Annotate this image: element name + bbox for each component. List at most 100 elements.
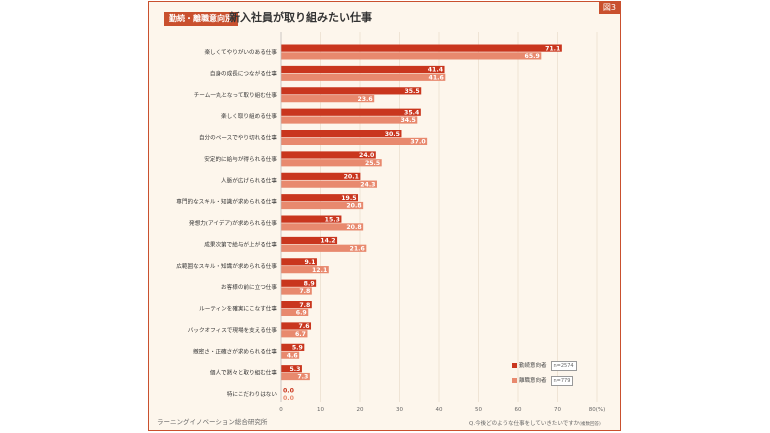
bar-leave xyxy=(281,351,300,359)
data-label-continue: 35.4 xyxy=(404,109,420,116)
bar-leave xyxy=(281,180,377,188)
bar-continue xyxy=(281,65,445,74)
data-label-leave: 21.6 xyxy=(350,245,365,252)
bar-continue xyxy=(281,108,421,116)
bar-leave xyxy=(281,330,308,338)
bar-leave xyxy=(281,308,309,316)
data-label-leave: 7.3 xyxy=(297,374,308,381)
bar-continue xyxy=(281,322,312,330)
bar-leave xyxy=(281,201,364,210)
x-tick-label: 80(%) xyxy=(589,407,606,413)
data-label-leave: 6.9 xyxy=(296,310,307,317)
bar-continue xyxy=(281,151,376,159)
chart-title: 新入社員が取り組みたい仕事 xyxy=(229,11,372,24)
data-label-continue: 5.9 xyxy=(292,345,303,352)
data-label-continue: 20.1 xyxy=(344,174,359,181)
category-label: 楽しくてやりがいのある仕事 xyxy=(204,48,277,56)
bar-leave xyxy=(281,159,382,167)
data-label-leave: 20.8 xyxy=(346,224,361,231)
bar-continue xyxy=(281,194,359,202)
data-label-leave: 20.8 xyxy=(346,203,361,210)
data-label-leave: 4.6 xyxy=(287,352,298,359)
data-label-continue: 5.3 xyxy=(289,366,300,373)
figure-badge: 図3 xyxy=(598,2,620,14)
data-label-leave: 34.5 xyxy=(400,117,415,124)
data-label-leave: 23.6 xyxy=(357,96,372,103)
bar-leave xyxy=(281,372,310,381)
x-tick-label: 30 xyxy=(396,407,403,413)
chart-card: 0 10 20 30 40 50 60 70 80(%) 楽しくてやりがいのある仕事 71.1 65.… xyxy=(148,1,621,431)
data-label-leave: 41.6 xyxy=(429,74,444,81)
legend-label-leave: 離職意向者 xyxy=(519,378,547,384)
bar-leave xyxy=(281,287,312,295)
x-tick-label: 10 xyxy=(317,407,324,413)
x-tick-label: 40 xyxy=(436,407,443,413)
data-label-continue: 30.5 xyxy=(385,131,400,138)
data-label-continue: 7.6 xyxy=(299,323,310,330)
bar-continue xyxy=(281,130,402,138)
bar-leave xyxy=(281,223,364,231)
bar-leave xyxy=(281,116,418,124)
data-label-leave: 37.0 xyxy=(410,139,426,146)
data-label-leave: 0.0 xyxy=(283,395,295,402)
bar-continue xyxy=(281,343,305,351)
data-label-leave: 25.5 xyxy=(365,160,380,167)
bar-continue xyxy=(281,44,562,52)
data-label-leave: 7.8 xyxy=(299,288,310,295)
data-label-continue: 15.3 xyxy=(325,216,340,223)
category-label: バックオフィスで現場を支える仕事 xyxy=(188,326,278,334)
category-label: チーム一丸となって取り組む仕事 xyxy=(194,91,278,99)
question-suffix: (複数回答) xyxy=(579,422,601,427)
bar-leave xyxy=(281,244,367,252)
data-label-continue: 0.0 xyxy=(283,387,295,394)
x-tick-label: 70 xyxy=(554,407,561,413)
legend-label-continue: 勤続意向者 xyxy=(519,363,547,369)
x-tick-label: 60 xyxy=(515,407,522,413)
bar-continue xyxy=(281,87,422,95)
legend-item-continue: 勤続意向者 n=2574 xyxy=(512,361,577,371)
source-credit: ラーニングイノベーション総合研究所 xyxy=(157,418,268,426)
bar-leave xyxy=(281,73,446,81)
legend-n-leave: n=779 xyxy=(550,376,574,386)
bar-leave xyxy=(281,137,428,145)
x-tick-label: 0 xyxy=(279,407,283,413)
legend-item-leave: 離職意向者 n=779 xyxy=(512,376,574,386)
bar-continue xyxy=(281,301,312,309)
x-tick-label: 20 xyxy=(357,407,364,413)
bar-continue xyxy=(281,258,317,266)
category-label: 広範囲なスキル・知識が求められる仕事 xyxy=(176,262,277,270)
question-text: Q.今後どのような仕事をしていきたいですか xyxy=(469,421,580,427)
data-label-leave: 12.1 xyxy=(312,267,327,274)
category-label: 自分のペースでやり切れる仕事 xyxy=(199,134,277,142)
category-badge: 勤続・離職意向別 xyxy=(164,12,238,26)
bar-continue xyxy=(281,236,338,245)
data-label-continue: 19.5 xyxy=(341,195,356,202)
category-label: 自身の成長につながる仕事 xyxy=(210,69,278,77)
data-label-continue: 8.9 xyxy=(304,280,315,287)
legend-swatch-leave xyxy=(512,378,517,383)
category-label: 発想力(アイデア)が求められる仕事 xyxy=(189,219,277,227)
data-label-leave: 24.3 xyxy=(360,181,375,188)
legend-swatch-continue xyxy=(512,363,517,368)
data-label-leave: 6.7 xyxy=(295,331,306,338)
category-label: 安定的に給与が得られる仕事 xyxy=(204,155,277,163)
data-label-continue: 14.2 xyxy=(320,238,335,245)
data-label-continue: 41.4 xyxy=(428,67,444,74)
bar-continue xyxy=(281,365,302,373)
data-label-continue: 24.0 xyxy=(359,152,375,159)
category-label: 人脈が広げられる仕事 xyxy=(221,176,277,184)
category-label: 緻密さ・正確さが求められる仕事 xyxy=(193,347,277,355)
bar-continue xyxy=(281,172,361,180)
category-label: 個人で黙々と取り組む仕事 xyxy=(210,369,278,377)
data-label-continue: 71.1 xyxy=(545,45,560,52)
data-label-leave: 65.9 xyxy=(525,53,540,60)
bar-leave xyxy=(281,95,375,103)
legend-n-continue: n=2574 xyxy=(550,361,577,371)
bar-leave xyxy=(281,52,542,60)
question-note: Q.今後どのような仕事をしていきたいですか(複数回答) xyxy=(469,420,601,429)
category-label: 成果次第で給与が上がる仕事 xyxy=(204,240,277,248)
category-label: 専門的なスキル・知識が求められる仕事 xyxy=(176,198,277,206)
bar-chart: 0 10 20 30 40 50 60 70 80(%) 楽しくてやりがいのある仕事 71.1 65.… xyxy=(176,32,606,413)
bar-continue xyxy=(281,215,342,223)
data-label-continue: 35.5 xyxy=(404,88,419,95)
